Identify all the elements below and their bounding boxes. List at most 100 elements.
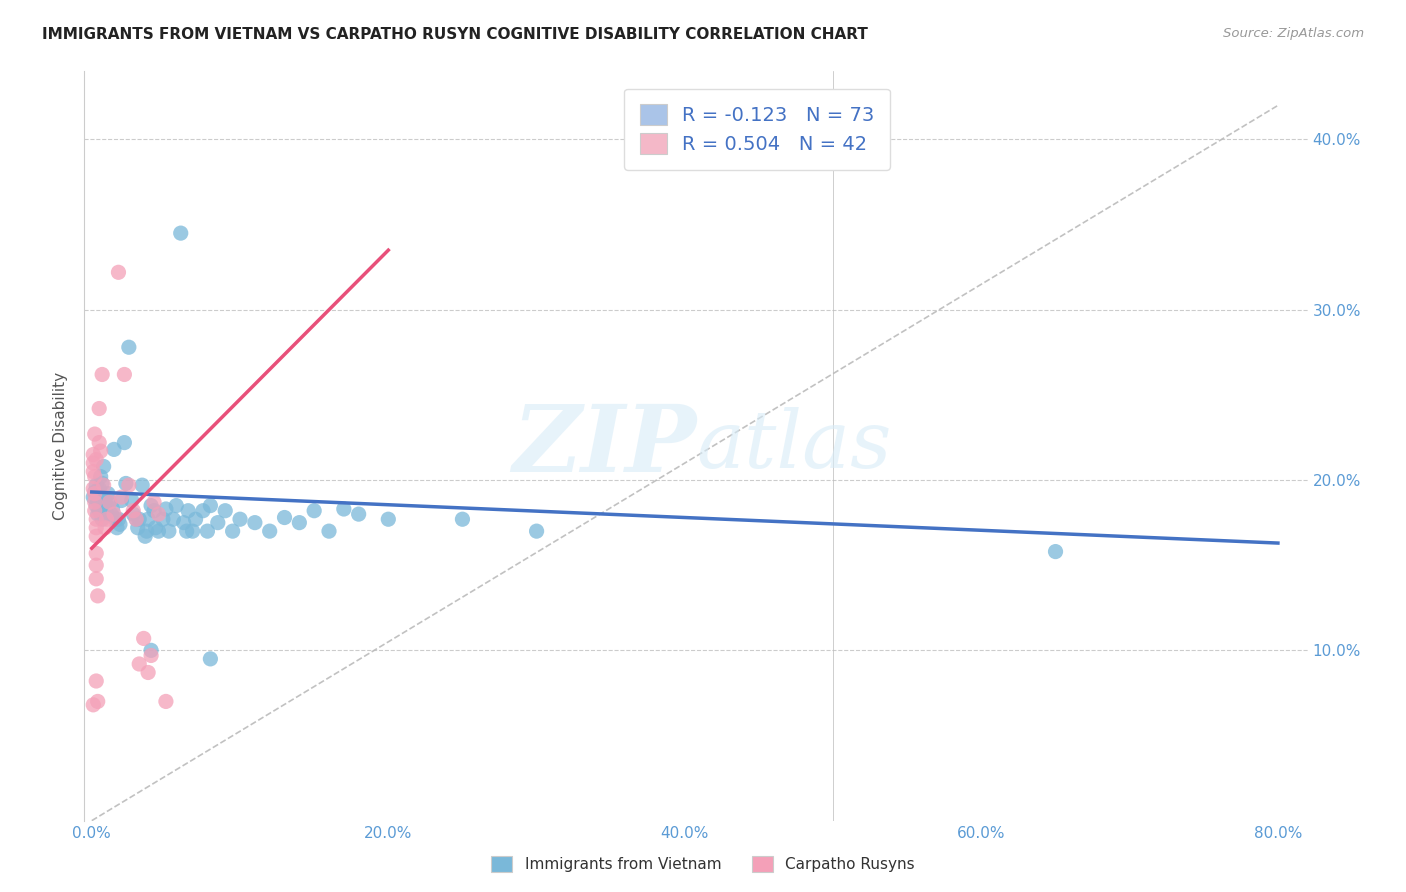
Point: [152, 512, 174, 526]
Point: [82, 490, 104, 504]
Point: [318, 524, 340, 538]
Point: [84, 499, 107, 513]
Point: [103, 507, 125, 521]
Point: [100, 507, 122, 521]
Point: [181, 524, 204, 538]
Point: [82, 465, 104, 479]
Point: [90, 490, 112, 504]
Point: [170, 226, 193, 240]
Point: [302, 504, 325, 518]
Point: [84, 546, 107, 560]
Point: [103, 442, 125, 457]
Point: [82, 482, 104, 496]
Point: [86, 694, 108, 708]
Point: [83, 486, 105, 500]
Point: [107, 265, 129, 279]
Point: [98, 495, 121, 509]
Point: [132, 632, 155, 646]
Point: [134, 529, 156, 543]
Point: [90, 469, 112, 483]
Point: [122, 507, 145, 521]
Point: [93, 459, 115, 474]
Point: [93, 478, 115, 492]
Point: [125, 512, 148, 526]
Point: [96, 512, 118, 526]
Point: [98, 495, 121, 509]
Point: [148, 524, 170, 538]
Point: [94, 521, 117, 535]
Point: [139, 643, 162, 657]
Text: IMMIGRANTS FROM VIETNAM VS CARPATHO RUSYN COGNITIVE DISABILITY CORRELATION CHART: IMMIGRANTS FROM VIETNAM VS CARPATHO RUSY…: [42, 27, 868, 42]
Point: [127, 521, 149, 535]
Point: [177, 504, 200, 518]
Point: [83, 427, 105, 442]
Point: [131, 478, 153, 492]
Point: [84, 452, 107, 467]
Point: [86, 589, 108, 603]
Point: [214, 504, 236, 518]
Point: [110, 490, 132, 504]
Point: [143, 504, 166, 518]
Point: [82, 448, 104, 462]
Point: [118, 340, 141, 354]
Point: [347, 507, 370, 521]
Point: [112, 368, 135, 382]
Point: [221, 524, 243, 538]
Point: [105, 521, 128, 535]
Y-axis label: Cognitive Disability: Cognitive Disability: [53, 372, 69, 520]
Point: [155, 502, 177, 516]
Point: [94, 493, 117, 508]
Point: [526, 524, 548, 538]
Point: [84, 478, 107, 492]
Point: [333, 502, 356, 516]
Point: [207, 516, 229, 530]
Point: [110, 493, 132, 508]
Point: [259, 524, 281, 538]
Point: [121, 493, 143, 508]
Point: [86, 507, 108, 521]
Point: [82, 698, 104, 712]
Point: [135, 524, 157, 538]
Point: [96, 507, 118, 521]
Point: [84, 512, 107, 526]
Point: [184, 512, 207, 526]
Point: [112, 435, 135, 450]
Point: [229, 512, 252, 526]
Point: [89, 435, 111, 450]
Point: [84, 529, 107, 543]
Legend: Immigrants from Vietnam, Carpatho Rusyns: Immigrants from Vietnam, Carpatho Rusyns: [484, 848, 922, 880]
Point: [91, 476, 114, 491]
Point: [115, 476, 138, 491]
Text: Source: ZipAtlas.com: Source: ZipAtlas.com: [1223, 27, 1364, 40]
Point: [200, 499, 222, 513]
Point: [162, 512, 184, 526]
Point: [90, 444, 112, 458]
Legend: R = -0.123   N = 73, R = 0.504   N = 42: R = -0.123 N = 73, R = 0.504 N = 42: [624, 88, 890, 169]
Point: [143, 495, 166, 509]
Point: [273, 510, 295, 524]
Text: atlas: atlas: [696, 408, 891, 484]
Point: [118, 478, 141, 492]
Point: [84, 558, 107, 573]
Point: [83, 504, 105, 518]
Point: [155, 694, 177, 708]
Point: [122, 504, 145, 518]
Point: [83, 469, 105, 483]
Point: [136, 512, 159, 526]
Point: [148, 507, 170, 521]
Point: [1045, 544, 1067, 558]
Point: [108, 517, 131, 532]
Point: [89, 401, 111, 416]
Point: [101, 502, 124, 516]
Point: [91, 368, 114, 382]
Point: [128, 512, 150, 526]
Point: [83, 495, 105, 509]
Point: [104, 512, 127, 526]
Point: [157, 524, 180, 538]
Point: [165, 499, 187, 513]
Point: [96, 499, 118, 513]
Point: [176, 524, 198, 538]
Point: [125, 512, 148, 526]
Point: [197, 524, 219, 538]
Point: [84, 673, 107, 688]
